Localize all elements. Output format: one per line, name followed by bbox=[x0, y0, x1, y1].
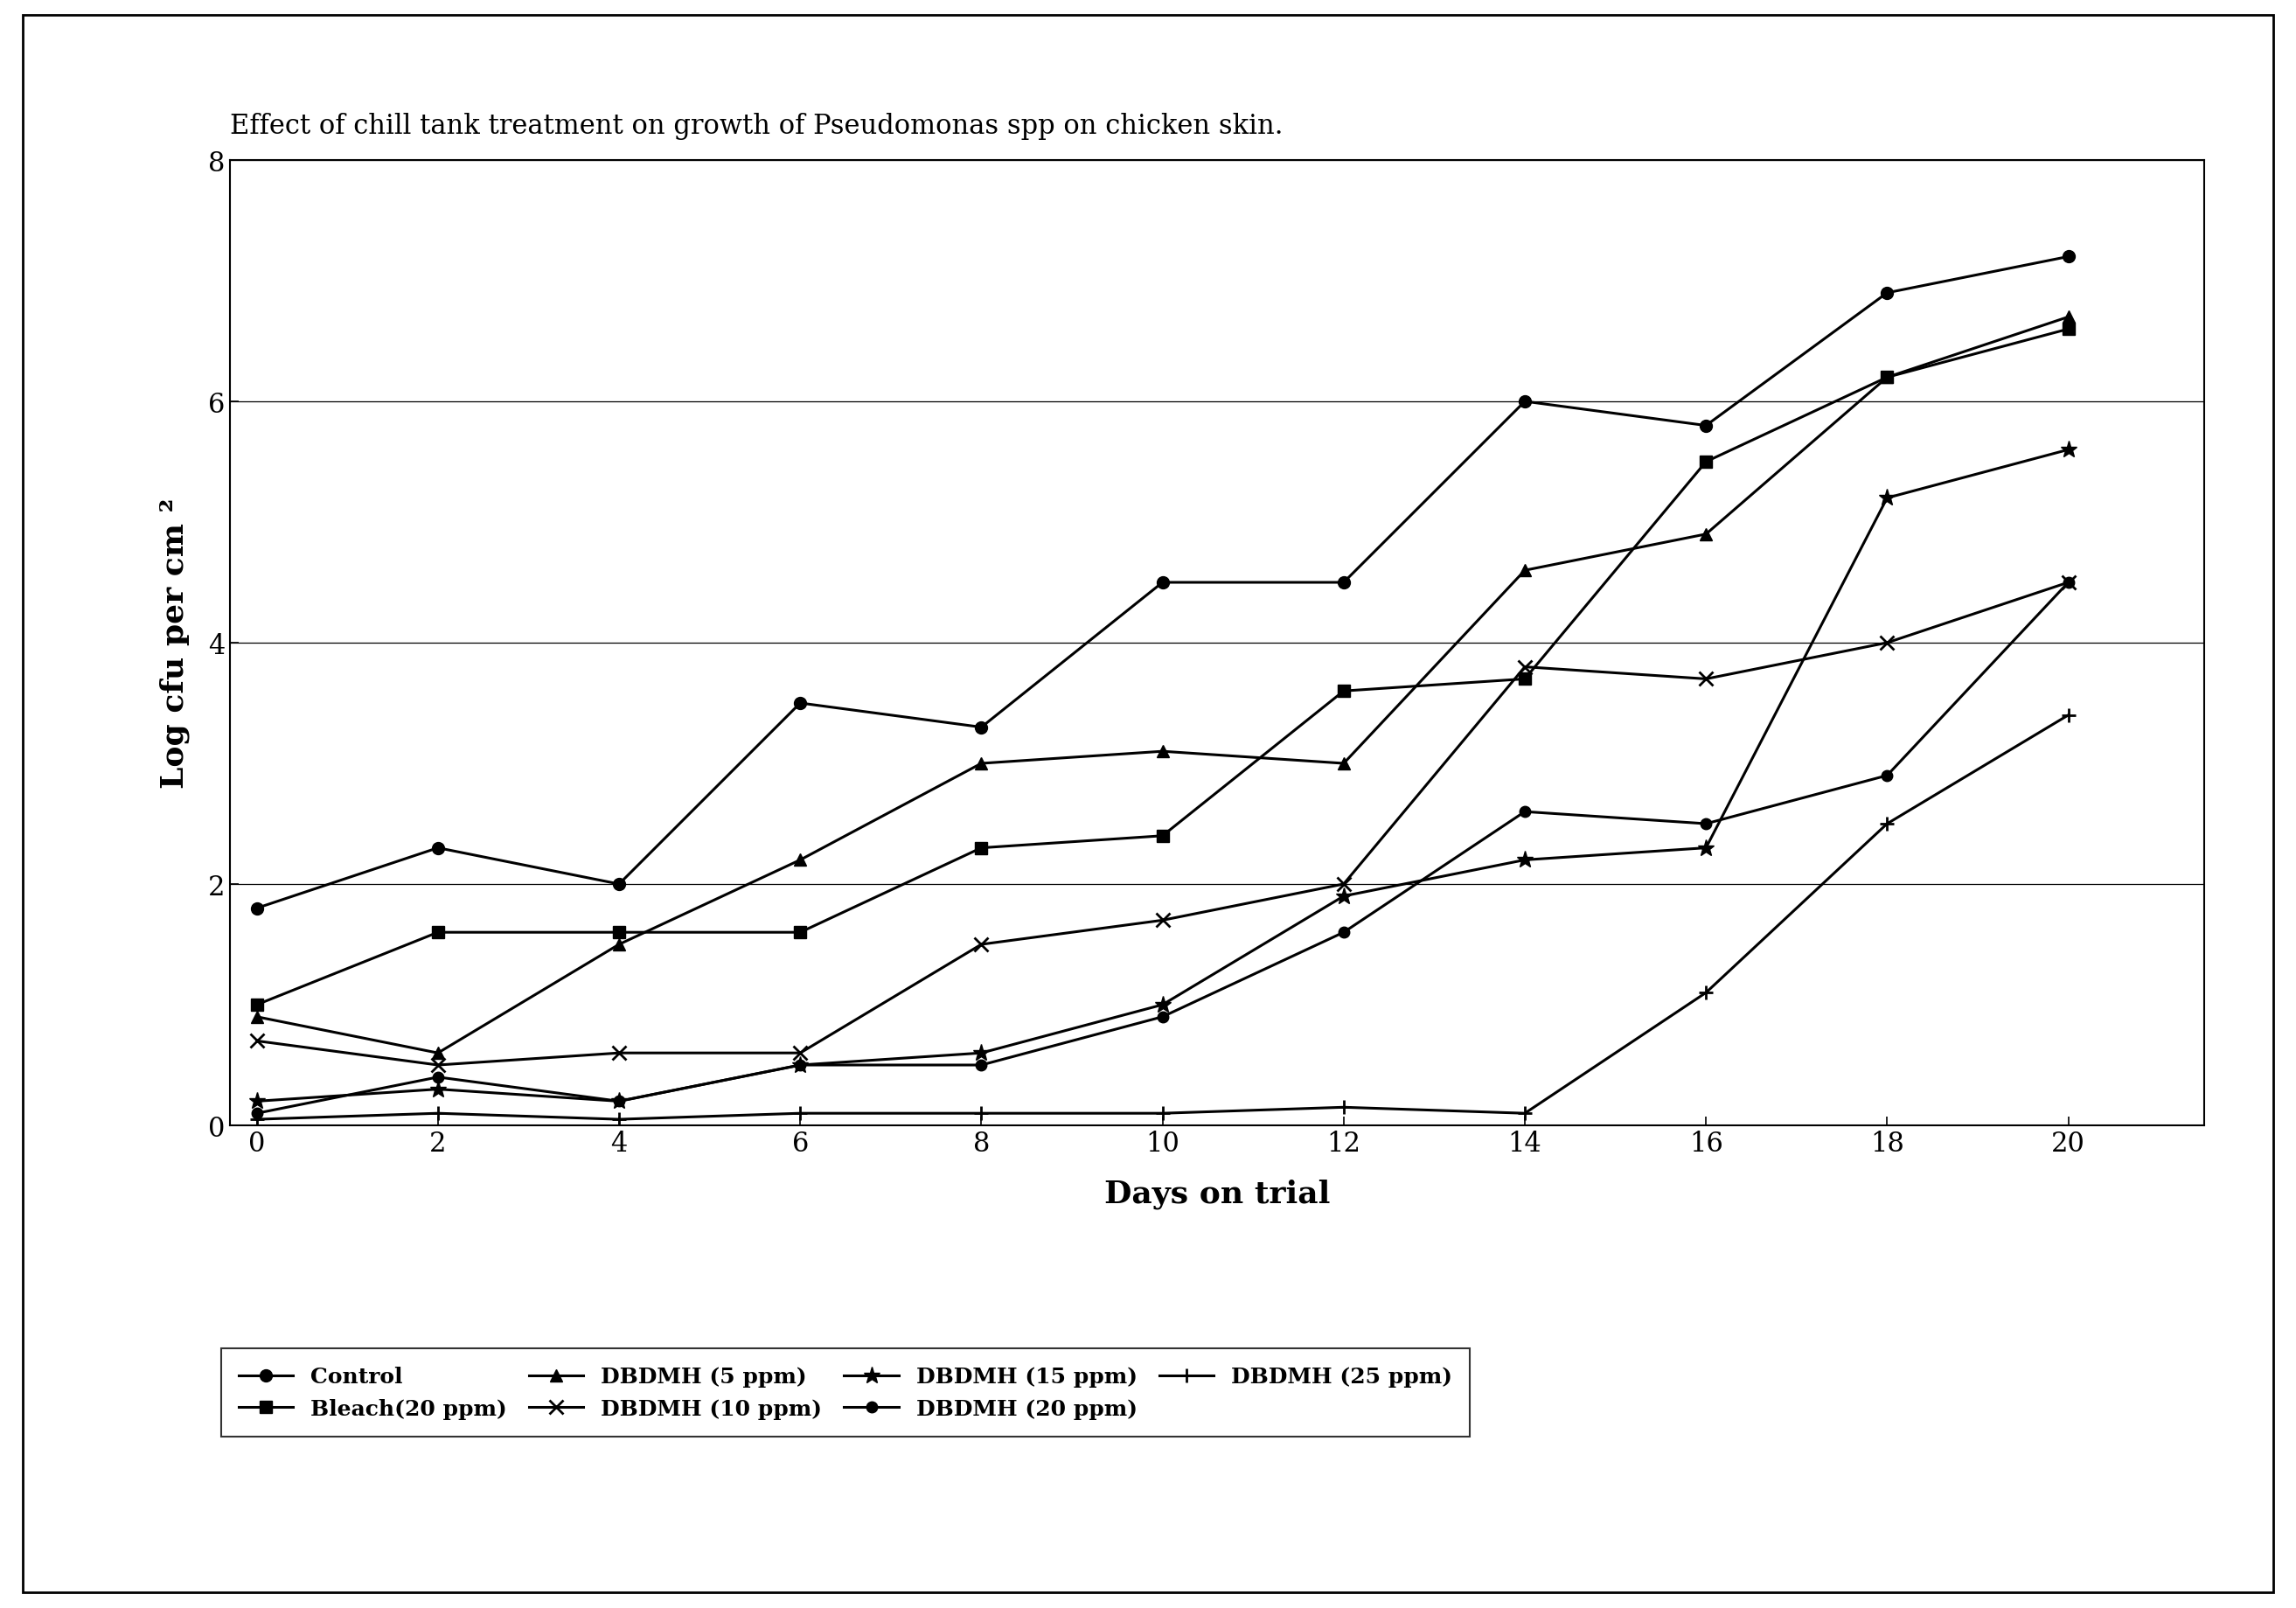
DBDMH (10 ppm) bbox=[1874, 634, 1901, 653]
DBDMH (15 ppm) bbox=[1511, 851, 1538, 870]
Bleach(20 ppm) bbox=[1511, 671, 1538, 690]
DBDMH (20 ppm) bbox=[1329, 923, 1357, 942]
DBDMH (20 ppm) bbox=[2055, 574, 2082, 593]
Bleach(20 ppm) bbox=[1692, 453, 1720, 473]
DBDMH (10 ppm) bbox=[2055, 574, 2082, 593]
DBDMH (10 ppm) bbox=[606, 1044, 634, 1063]
DBDMH (15 ppm) bbox=[1692, 839, 1720, 859]
DBDMH (25 ppm) bbox=[1329, 1098, 1357, 1118]
Line: DBDMH (5 ppm): DBDMH (5 ppm) bbox=[250, 312, 2073, 1060]
Bleach(20 ppm) bbox=[1874, 368, 1901, 388]
DBDMH (20 ppm) bbox=[606, 1092, 634, 1111]
DBDMH (25 ppm) bbox=[2055, 706, 2082, 725]
Line: DBDMH (15 ppm): DBDMH (15 ppm) bbox=[248, 442, 2078, 1110]
DBDMH (15 ppm) bbox=[1874, 489, 1901, 508]
Bleach(20 ppm) bbox=[967, 839, 994, 859]
DBDMH (15 ppm) bbox=[788, 1055, 815, 1074]
Control bbox=[425, 839, 452, 859]
DBDMH (10 ppm) bbox=[425, 1055, 452, 1074]
DBDMH (25 ppm) bbox=[1692, 982, 1720, 1003]
Bleach(20 ppm) bbox=[788, 923, 815, 942]
Bleach(20 ppm) bbox=[1148, 827, 1176, 846]
Bleach(20 ppm) bbox=[606, 923, 634, 942]
DBDMH (15 ppm) bbox=[967, 1044, 994, 1063]
Bleach(20 ppm) bbox=[2055, 320, 2082, 339]
DBDMH (5 ppm) bbox=[1874, 368, 1901, 388]
DBDMH (5 ppm) bbox=[967, 754, 994, 773]
DBDMH (5 ppm) bbox=[2055, 309, 2082, 328]
DBDMH (5 ppm) bbox=[1692, 524, 1720, 544]
Y-axis label: Log cfu per cm ²: Log cfu per cm ² bbox=[161, 498, 191, 788]
Control bbox=[243, 899, 271, 918]
Control bbox=[1692, 416, 1720, 436]
DBDMH (15 ppm) bbox=[425, 1081, 452, 1100]
X-axis label: Days on trial: Days on trial bbox=[1104, 1179, 1329, 1209]
DBDMH (5 ppm) bbox=[1511, 561, 1538, 580]
Line: Bleach(20 ppm): Bleach(20 ppm) bbox=[250, 323, 2073, 1011]
Bleach(20 ppm) bbox=[425, 923, 452, 942]
Line: Control: Control bbox=[250, 251, 2073, 915]
DBDMH (25 ppm) bbox=[606, 1110, 634, 1129]
Bleach(20 ppm) bbox=[243, 995, 271, 1015]
DBDMH (25 ppm) bbox=[425, 1103, 452, 1122]
DBDMH (25 ppm) bbox=[1511, 1103, 1538, 1122]
DBDMH (25 ppm) bbox=[788, 1103, 815, 1122]
DBDMH (15 ppm) bbox=[2055, 441, 2082, 460]
Control bbox=[1329, 574, 1357, 593]
DBDMH (5 ppm) bbox=[1148, 743, 1176, 762]
DBDMH (20 ppm) bbox=[1511, 802, 1538, 822]
DBDMH (25 ppm) bbox=[967, 1103, 994, 1122]
Control bbox=[788, 695, 815, 714]
DBDMH (25 ppm) bbox=[243, 1110, 271, 1129]
DBDMH (20 ppm) bbox=[967, 1055, 994, 1074]
DBDMH (20 ppm) bbox=[1148, 1007, 1176, 1028]
Legend: Control, Bleach(20 ppm), DBDMH (5 ppm), DBDMH (10 ppm), DBDMH (15 ppm), DBDMH (2: Control, Bleach(20 ppm), DBDMH (5 ppm), … bbox=[220, 1349, 1469, 1436]
DBDMH (20 ppm) bbox=[788, 1055, 815, 1074]
DBDMH (5 ppm) bbox=[425, 1044, 452, 1063]
DBDMH (15 ppm) bbox=[243, 1092, 271, 1111]
DBDMH (15 ppm) bbox=[1148, 995, 1176, 1015]
DBDMH (10 ppm) bbox=[788, 1044, 815, 1063]
DBDMH (5 ppm) bbox=[1329, 754, 1357, 773]
DBDMH (5 ppm) bbox=[788, 851, 815, 870]
DBDMH (20 ppm) bbox=[243, 1103, 271, 1122]
DBDMH (5 ppm) bbox=[243, 1007, 271, 1028]
Control bbox=[967, 719, 994, 738]
DBDMH (10 ppm) bbox=[1329, 875, 1357, 894]
DBDMH (10 ppm) bbox=[1692, 671, 1720, 690]
DBDMH (20 ppm) bbox=[1692, 814, 1720, 833]
Control bbox=[1874, 283, 1901, 302]
DBDMH (20 ppm) bbox=[425, 1068, 452, 1087]
Control bbox=[606, 875, 634, 894]
DBDMH (10 ppm) bbox=[967, 936, 994, 955]
DBDMH (5 ppm) bbox=[606, 936, 634, 955]
DBDMH (10 ppm) bbox=[1511, 658, 1538, 677]
DBDMH (20 ppm) bbox=[1874, 767, 1901, 786]
Bleach(20 ppm) bbox=[1329, 682, 1357, 701]
Control bbox=[2055, 248, 2082, 267]
DBDMH (10 ppm) bbox=[243, 1032, 271, 1052]
Control bbox=[1148, 574, 1176, 593]
DBDMH (25 ppm) bbox=[1148, 1103, 1176, 1122]
Line: DBDMH (20 ppm): DBDMH (20 ppm) bbox=[250, 577, 2073, 1119]
Line: DBDMH (25 ppm): DBDMH (25 ppm) bbox=[250, 708, 2076, 1127]
Text: Effect of chill tank treatment on growth of Pseudomonas spp on chicken skin.: Effect of chill tank treatment on growth… bbox=[230, 113, 1283, 140]
Line: DBDMH (10 ppm): DBDMH (10 ppm) bbox=[250, 576, 2076, 1073]
DBDMH (15 ppm) bbox=[606, 1092, 634, 1111]
DBDMH (10 ppm) bbox=[1148, 910, 1176, 929]
DBDMH (25 ppm) bbox=[1874, 814, 1901, 833]
Control bbox=[1511, 392, 1538, 412]
DBDMH (15 ppm) bbox=[1329, 888, 1357, 907]
